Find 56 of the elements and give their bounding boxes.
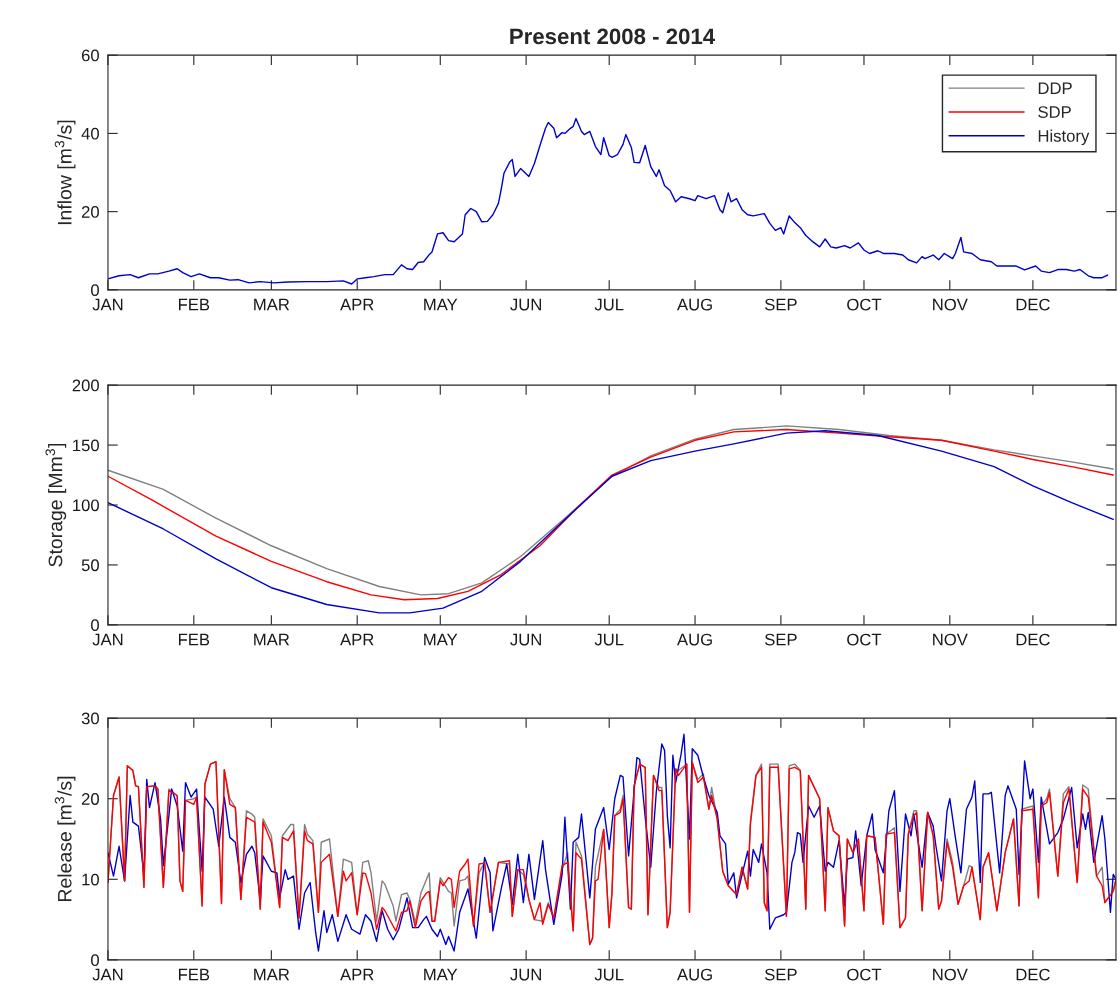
x-tick-label: JUL — [594, 968, 624, 981]
legend-label: History — [1038, 129, 1090, 146]
x-tick-label: JUL — [594, 298, 624, 311]
x-tick-label: NOV — [933, 633, 968, 646]
y-tick-label: 0 — [91, 619, 99, 632]
y-tick-label: 30 — [81, 712, 99, 725]
x-tick-label: JUL — [594, 633, 624, 646]
y-tick-label: 200 — [72, 379, 99, 392]
legend-label: DDP — [1038, 82, 1072, 94]
x-tick-label: NOV — [933, 298, 968, 311]
x-tick-label: MAR — [254, 298, 290, 311]
y-tick-label: 0 — [91, 954, 99, 967]
x-tick-label: NOV — [933, 968, 968, 981]
y-axis-title: Storage [Mm$^{3}$] — [45, 443, 67, 567]
y-tick-label: 100 — [73, 499, 99, 512]
x-tick-label: FEB — [178, 298, 210, 311]
x-tick-label: JAN — [92, 968, 123, 981]
legend-label: SDP — [1038, 106, 1071, 118]
x-tick-label: JUN — [510, 968, 541, 981]
y-axis-title: Release [m$^{3}$/s] — [54, 776, 76, 901]
x-tick-label: OCT — [847, 633, 882, 646]
x-tick-label: FEB — [178, 968, 210, 981]
y-tick-label: 10 — [82, 873, 99, 886]
y-tick-label: 60 — [81, 49, 99, 62]
x-tick-label: OCT — [847, 298, 882, 311]
x-tick-label: DEC — [1016, 633, 1050, 646]
x-tick-label: JAN — [92, 633, 123, 646]
y-tick-label: 150 — [73, 439, 99, 452]
y-tick-label: 50 — [81, 559, 99, 572]
x-tick-label: APR — [340, 298, 374, 311]
x-tick-label: APR — [340, 968, 374, 981]
y-axis-title: Inflow [m$^{3}$/s] — [54, 120, 76, 225]
x-tick-label: DEC — [1016, 968, 1050, 981]
x-tick-label: JUN — [510, 298, 541, 311]
y-tick-label: 0 — [91, 284, 99, 297]
y-tick-label: 40 — [81, 127, 99, 140]
x-tick-label: AUG — [677, 298, 712, 311]
x-tick-label: MAR — [254, 633, 290, 646]
x-tick-label: JUN — [510, 633, 541, 646]
x-tick-label: JAN — [92, 298, 123, 311]
x-tick-label: AUG — [677, 633, 712, 646]
x-tick-label: MAR — [254, 968, 290, 981]
x-tick-label: OCT — [847, 968, 882, 981]
y-tick-label: 20 — [81, 206, 99, 218]
chart-title: Present 2008 - 2014 — [510, 28, 716, 45]
x-tick-label: DEC — [1016, 298, 1050, 311]
x-tick-label: MAY — [424, 968, 458, 981]
x-tick-label: SEP — [764, 633, 797, 646]
y-tick-label: 20 — [81, 793, 99, 805]
x-tick-label: AUG — [677, 968, 712, 981]
x-tick-label: APR — [340, 633, 374, 646]
x-tick-label: MAY — [424, 633, 458, 646]
x-tick-label: SEP — [764, 968, 797, 981]
x-tick-label: FEB — [178, 633, 210, 646]
x-tick-label: SEP — [764, 298, 797, 311]
x-tick-label: MAY — [424, 298, 458, 311]
